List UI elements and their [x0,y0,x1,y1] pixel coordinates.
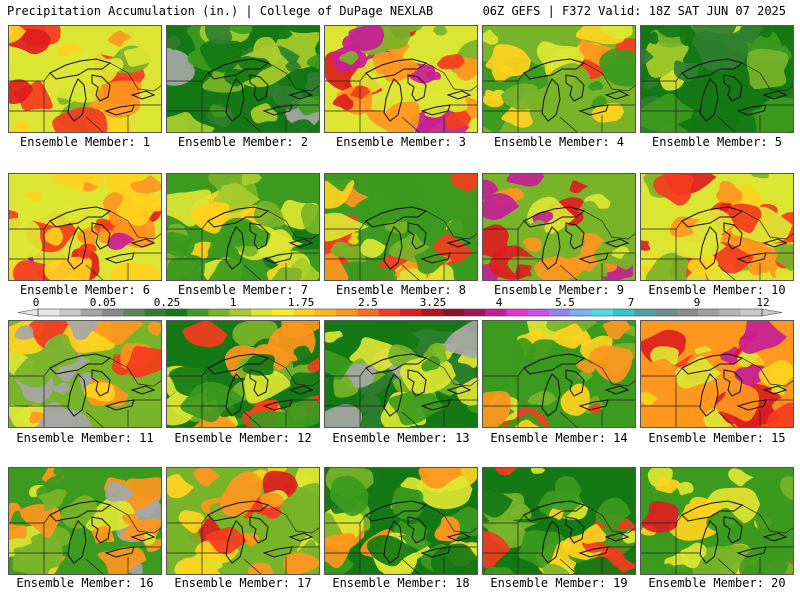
colorbar-swatch [293,309,316,316]
colorbar-swatch [506,309,529,316]
colorbar-swatch [229,309,252,316]
colorbar-swatch [144,309,167,316]
colorbar-tick-label: 0.05 [89,296,117,309]
map-title: Precipitation Accumulation (in.) | Colle… [7,4,434,18]
member-label-15: Ensemble Member: 15 [648,431,786,445]
colorbar-tick-label: 1 [229,296,237,309]
member-label-7: Ensemble Member: 7 [177,283,309,297]
member-map-19 [482,467,636,575]
member-label-4: Ensemble Member: 4 [493,135,625,149]
colorbar-swatch [570,309,592,316]
member-map-11 [8,320,162,428]
colorbar-swatch [612,309,635,316]
member-label-5: Ensemble Member: 5 [651,135,783,149]
colorbar-swatch [208,309,230,316]
colorbar-swatch [463,309,486,316]
member-map-1 [8,25,162,133]
colorbar-swatch [698,309,720,316]
colorbar-swatch [165,309,188,316]
member-label-6: Ensemble Member: 6 [19,283,151,297]
member-map-18 [324,467,478,575]
colorbar-tick-label: 2.5 [358,296,378,309]
colorbar-tick-label: 7 [627,296,635,309]
colorbar-swatch [187,309,209,316]
member-map-20 [640,467,794,575]
member-map-6 [8,173,162,281]
colorbar-swatch [59,309,81,316]
colorbar-swatch [123,309,145,316]
member-map-10 [640,173,794,281]
colorbar-swatch [336,309,358,316]
member-label-17: Ensemble Member: 17 [174,576,312,590]
member-label-1: Ensemble Member: 1 [19,135,151,149]
member-label-3: Ensemble Member: 3 [335,135,467,149]
colorbar-swatch [421,309,443,316]
colorbar-tick-label: 12 [756,296,770,309]
colorbar-swatch [591,309,614,316]
colorbar-swatch [634,309,656,316]
colorbar-tick-label: 0.25 [153,296,181,309]
member-label-20: Ensemble Member: 20 [648,576,786,590]
member-map-13 [324,320,478,428]
colorbar-swatch [676,309,699,316]
colorbar-tick-label: 5.5 [555,296,575,309]
colorbar-tick-label: 9 [693,296,701,309]
member-label-8: Ensemble Member: 8 [335,283,467,297]
member-label-14: Ensemble Member: 14 [490,431,628,445]
colorbar-tick-label: 4 [495,296,503,309]
member-map-4 [482,25,636,133]
member-map-16 [8,467,162,575]
colorbar-tick-label: 3.25 [419,296,447,309]
colorbar-swatch [272,309,294,316]
member-label-10: Ensemble Member: 10 [648,283,786,297]
colorbar-swatch [442,309,465,316]
member-label-18: Ensemble Member: 18 [332,576,470,590]
colorbar-swatch [357,309,379,316]
member-map-3 [324,25,478,133]
colorbar-swatch [740,309,763,316]
member-label-19: Ensemble Member: 19 [490,576,628,590]
member-map-9 [482,173,636,281]
precip-colorbar [17,308,783,317]
member-label-9: Ensemble Member: 9 [493,283,625,297]
colorbar-min-arrow [17,308,39,317]
colorbar-tick-label: 0 [32,296,40,309]
member-map-15 [640,320,794,428]
colorbar-swatch [378,309,401,316]
colorbar-max-arrow [761,308,783,317]
member-label-16: Ensemble Member: 16 [16,576,154,590]
colorbar-swatch [549,309,571,316]
member-map-5 [640,25,794,133]
member-map-12 [166,320,320,428]
member-map-8 [324,173,478,281]
member-label-2: Ensemble Member: 2 [177,135,309,149]
colorbar-swatch [527,309,550,316]
colorbar-swatch [38,309,60,316]
colorbar-swatch [400,309,422,316]
member-map-7 [166,173,320,281]
model-run-info: 06Z GEFS | F372 Valid: 18Z SAT JUN 07 20… [482,4,786,18]
colorbar-swatch [719,309,741,316]
member-map-14 [482,320,636,428]
member-label-13: Ensemble Member: 13 [332,431,470,445]
member-label-11: Ensemble Member: 11 [16,431,154,445]
colorbar-tick-label: 1.75 [287,296,315,309]
colorbar-swatch [80,309,103,316]
colorbar-swatch [485,309,507,316]
colorbar-swatch [655,309,678,316]
colorbar-swatch [250,309,273,316]
member-label-12: Ensemble Member: 12 [174,431,312,445]
member-map-2 [166,25,320,133]
colorbar-swatch [314,309,337,316]
colorbar-swatch [101,309,124,316]
member-map-17 [166,467,320,575]
